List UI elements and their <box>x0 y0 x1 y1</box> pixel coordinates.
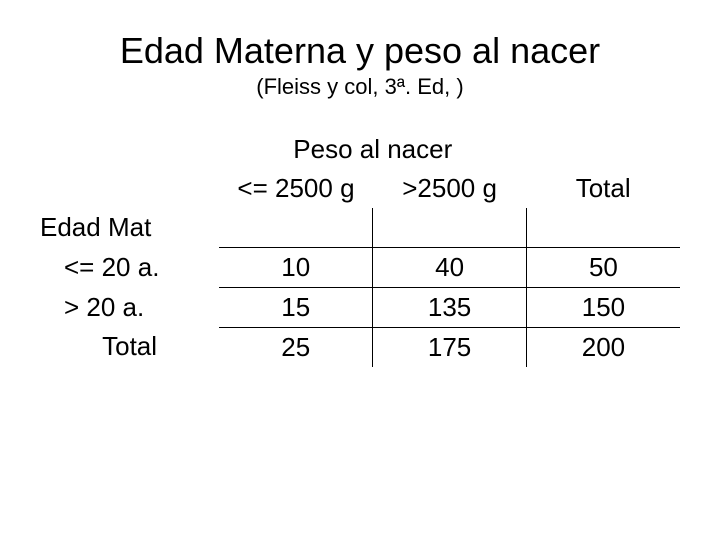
table-cell: 25 <box>219 327 373 367</box>
table-row: Peso al nacer <box>40 130 680 169</box>
table-cell: 10 <box>219 247 373 287</box>
column-span-header: Peso al nacer <box>219 130 526 169</box>
table: Peso al nacer <= 2500 g >2500 g Total Ed… <box>40 130 680 367</box>
spacer-cell <box>40 169 219 208</box>
table-cell: 150 <box>526 287 680 327</box>
row-group-header: Edad Mat <box>40 208 219 247</box>
table-cell: 200 <box>526 327 680 367</box>
column-header: Total <box>526 169 680 208</box>
table-cell: 50 <box>526 247 680 287</box>
spacer-cell <box>219 208 373 247</box>
spacer-cell <box>40 130 219 169</box>
row-label: > 20 a. <box>40 287 219 327</box>
table-row: <= 2500 g >2500 g Total <box>40 169 680 208</box>
contingency-table: Peso al nacer <= 2500 g >2500 g Total Ed… <box>40 130 680 367</box>
table-row: Edad Mat <box>40 208 680 247</box>
table-row: Total 25 175 200 <box>40 327 680 367</box>
table-cell: 135 <box>373 287 527 327</box>
slide: Edad Materna y peso al nacer (Fleiss y c… <box>0 0 720 540</box>
table-cell: 175 <box>373 327 527 367</box>
page-title: Edad Materna y peso al nacer <box>40 30 680 72</box>
page-subtitle: (Fleiss y col, 3ª. Ed, ) <box>40 74 680 100</box>
column-header: >2500 g <box>373 169 527 208</box>
row-label: <= 20 a. <box>40 247 219 287</box>
table-cell: 15 <box>219 287 373 327</box>
column-header: <= 2500 g <box>219 169 373 208</box>
spacer-cell <box>373 208 527 247</box>
table-row: > 20 a. 15 135 150 <box>40 287 680 327</box>
table-cell: 40 <box>373 247 527 287</box>
spacer-cell <box>526 208 680 247</box>
spacer-cell <box>526 130 680 169</box>
row-label-total: Total <box>40 327 219 367</box>
table-row: <= 20 a. 10 40 50 <box>40 247 680 287</box>
